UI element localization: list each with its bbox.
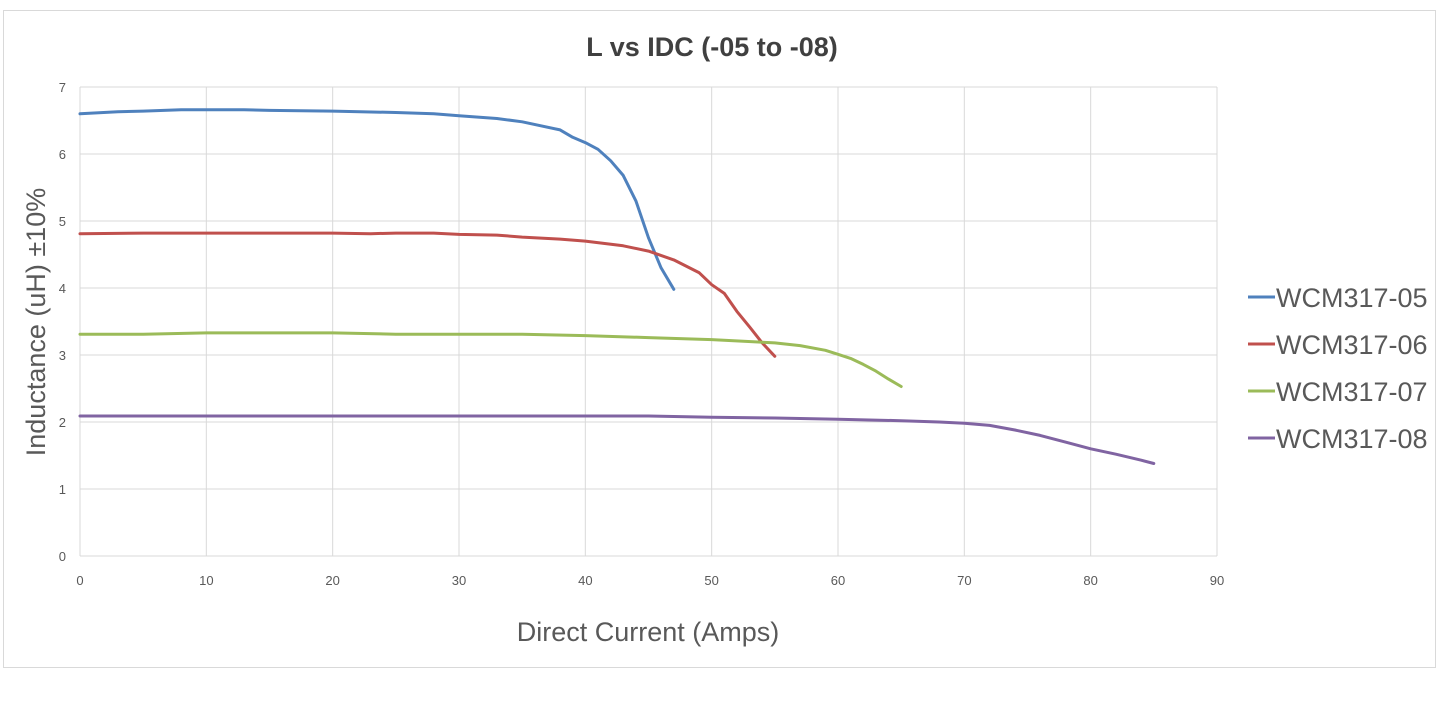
legend-label: WCM317-07 [1276,377,1428,407]
x-tick-label: 10 [199,573,213,588]
plot-background [80,87,1217,556]
series-line-wcm317-06 [78,231,777,358]
x-axis-ticks: 0 10 20 30 40 50 60 70 80 90 [76,573,1224,588]
x-tick-label: 70 [957,573,971,588]
series-line-wcm317-07 [78,331,903,388]
x-tick-label: 90 [1210,573,1224,588]
gridlines [79,86,1218,557]
x-tick-label: 20 [325,573,339,588]
legend: WCM317-05 WCM317-06 WCM317-07 WCM317-08 [1248,283,1428,454]
x-tick-label: 0 [76,573,83,588]
x-tick-label: 80 [1083,573,1097,588]
legend-label: WCM317-06 [1276,330,1428,360]
y-tick-label: 2 [59,415,66,430]
x-tick-label: 60 [831,573,845,588]
legend-entry: WCM317-05 [1248,283,1428,313]
plot-area: 0 10 20 30 40 50 60 70 80 90 0 1 2 3 4 5 6 7 [59,80,1224,588]
y-tick-label: 4 [59,281,66,296]
chart-title: L vs IDC (-05 to -08) [586,32,838,62]
x-axis-label: Direct Current (Amps) [517,617,780,647]
y-tick-label: 6 [59,147,66,162]
legend-entry: WCM317-06 [1248,330,1428,360]
y-tick-label: 5 [59,214,66,229]
series-line-wcm317-08 [78,414,1156,465]
series-lines [78,108,1156,465]
y-axis-label: Inductance (uH) ±10% [21,188,51,456]
y-axis-ticks: 0 1 2 3 4 5 6 7 [59,80,66,564]
series-line-wcm317-05 [78,108,676,291]
y-tick-label: 3 [59,348,66,363]
x-tick-label: 50 [704,573,718,588]
y-tick-label: 7 [59,80,66,95]
x-tick-label: 40 [578,573,592,588]
y-tick-label: 0 [59,549,66,564]
legend-label: WCM317-05 [1276,283,1428,313]
y-tick-label: 1 [59,482,66,497]
legend-entry: WCM317-07 [1248,377,1428,407]
x-tick-label: 30 [452,573,466,588]
legend-entry: WCM317-08 [1248,424,1428,454]
legend-label: WCM317-08 [1276,424,1428,454]
